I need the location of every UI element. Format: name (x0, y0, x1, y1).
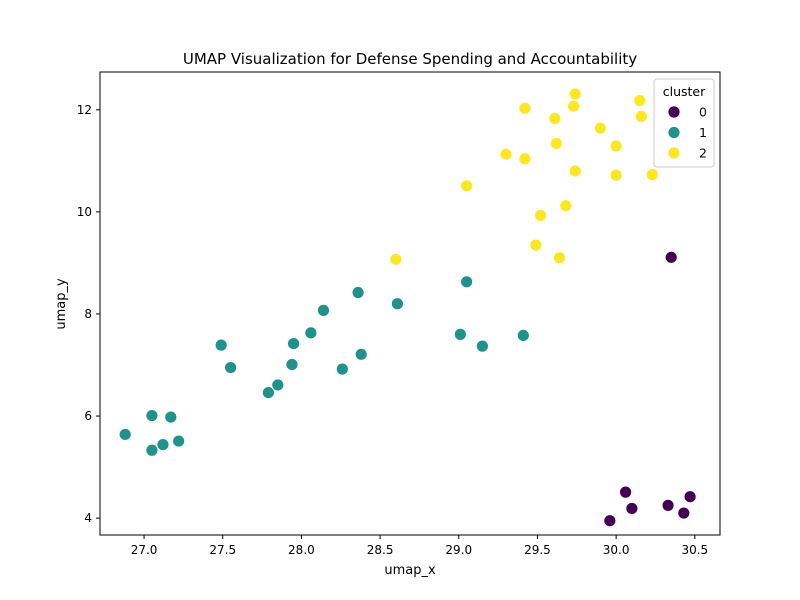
data-point-cluster-2 (609, 168, 623, 182)
y-axis: 4 6 8 10 12 (77, 103, 100, 525)
data-point-cluster-1 (261, 386, 275, 399)
x-tick-label: 29.0 (445, 543, 472, 557)
data-point-cluster-2 (529, 238, 543, 252)
data-point-cluster-1 (354, 347, 368, 361)
data-point-cluster-2 (549, 137, 563, 150)
data-point-cluster-1 (335, 362, 349, 376)
data-point-cluster-1 (516, 329, 530, 342)
chart-title: UMAP Visualization for Defense Spending … (183, 50, 637, 68)
y-tick-label: 12 (77, 103, 92, 117)
data-point-cluster-0 (664, 250, 678, 264)
data-point-cluster-2 (389, 252, 403, 266)
legend-marker-cluster-1 (667, 126, 681, 139)
y-tick-label: 8 (84, 307, 92, 321)
data-point-cluster-2 (499, 147, 513, 161)
data-point-cluster-1 (156, 438, 170, 452)
legend-entries: 0 1 2 (667, 105, 707, 161)
data-point-cluster-1 (145, 409, 159, 422)
data-point-cluster-2 (633, 94, 647, 107)
plot-area (99, 71, 721, 536)
data-point-cluster-1 (460, 275, 474, 289)
x-tick-label: 28.0 (288, 543, 315, 557)
y-axis-title: umap_y (54, 278, 69, 330)
data-point-cluster-2 (534, 209, 548, 222)
legend-label-cluster-1: 1 (699, 125, 707, 140)
data-point-cluster-2 (568, 164, 582, 178)
data-point-cluster-0 (625, 502, 639, 515)
data-point-cluster-1 (224, 361, 238, 374)
data-point-cluster-2 (553, 251, 566, 265)
data-point-cluster-2 (594, 121, 607, 135)
legend-marker-cluster-2 (667, 146, 681, 160)
data-point-cluster-1 (118, 428, 132, 441)
data-point-cluster-1 (164, 410, 178, 424)
data-point-cluster-1 (285, 358, 299, 371)
data-point-cluster-2 (567, 99, 581, 113)
legend: cluster 0 1 2 (653, 78, 715, 168)
data-point-cluster-1 (453, 327, 467, 341)
legend-label-cluster-2: 2 (699, 146, 707, 161)
data-point-cluster-1 (172, 434, 186, 448)
x-tick-label: 28.5 (367, 543, 394, 557)
data-point-cluster-2 (518, 152, 532, 166)
data-point-cluster-1 (271, 378, 285, 392)
x-tick-label: 29.5 (524, 543, 551, 557)
data-point-cluster-1 (304, 326, 318, 340)
data-point-cluster-1 (287, 337, 300, 350)
data-point-cluster-0 (619, 485, 632, 499)
y-tick-label: 10 (77, 205, 92, 219)
data-point-cluster-2 (460, 179, 474, 193)
data-point-cluster-2 (568, 87, 582, 101)
data-point-cluster-2 (548, 112, 562, 125)
points-layer (118, 87, 697, 528)
data-point-cluster-0 (661, 498, 675, 512)
legend-marker-cluster-0 (667, 105, 681, 119)
data-point-cluster-1 (214, 338, 228, 352)
data-point-cluster-1 (351, 286, 365, 299)
legend-label-cluster-0: 0 (699, 105, 707, 120)
x-axis: 27.0 27.5 28.0 28.5 29.0 29.5 30.0 30.5 (131, 535, 708, 557)
data-point-cluster-0 (603, 514, 617, 528)
data-point-cluster-0 (677, 506, 691, 520)
data-point-cluster-1 (145, 443, 159, 457)
x-axis-title: umap_x (384, 563, 436, 578)
legend-box (653, 78, 715, 168)
data-point-cluster-2 (518, 101, 532, 115)
data-point-cluster-2 (609, 139, 623, 153)
x-tick-label: 30.0 (603, 543, 630, 557)
data-point-cluster-1 (391, 297, 404, 311)
x-tick-label: 30.5 (681, 543, 708, 557)
data-point-cluster-0 (683, 490, 697, 504)
x-tick-label: 27.5 (209, 543, 236, 557)
y-tick-label: 4 (84, 511, 92, 525)
axes-frame (99, 71, 721, 536)
data-point-cluster-2 (559, 199, 573, 213)
data-point-cluster-1 (317, 303, 330, 317)
legend-title: cluster (663, 84, 706, 99)
data-point-cluster-1 (475, 339, 489, 353)
data-point-cluster-2 (634, 110, 648, 123)
data-point-cluster-2 (645, 168, 659, 182)
x-tick-label: 27.0 (131, 543, 158, 557)
y-tick-label: 6 (84, 409, 92, 423)
